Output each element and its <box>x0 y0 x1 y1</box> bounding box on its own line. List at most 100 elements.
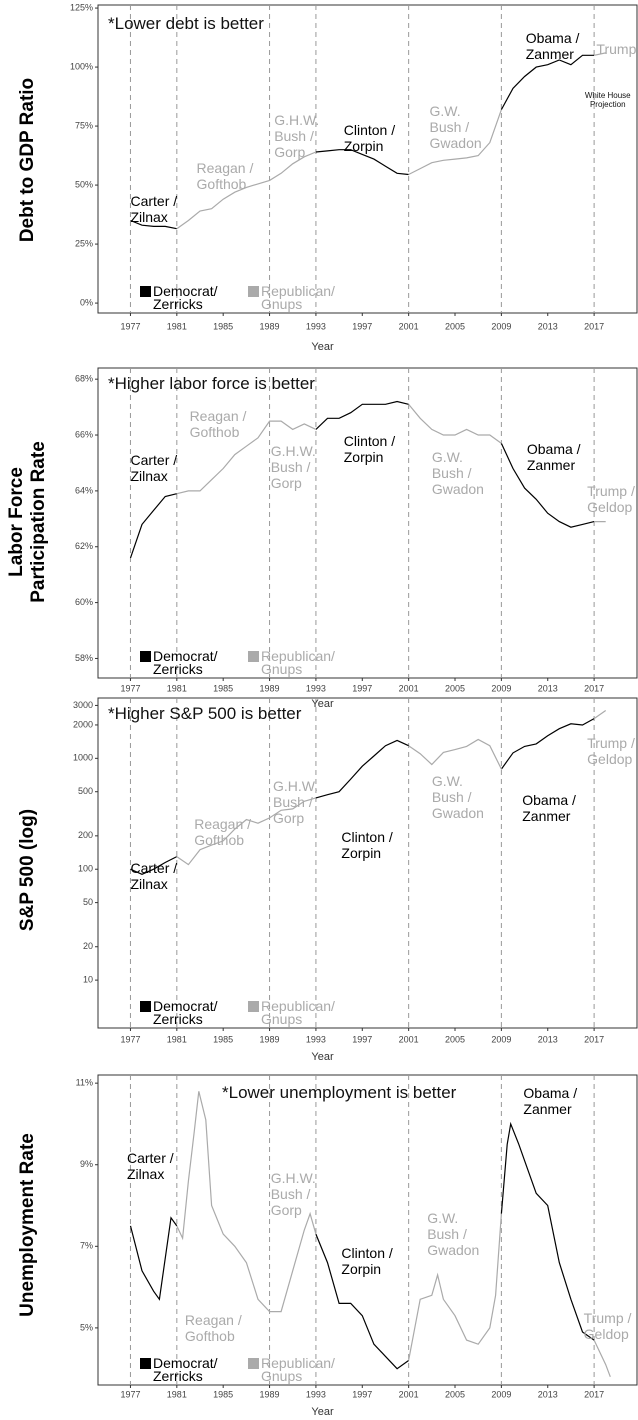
x-tick-label: 1985 <box>213 1034 233 1044</box>
y-tick-label: 7% <box>80 1241 93 1251</box>
plot-frame <box>97 367 638 679</box>
x-tick-label: 2009 <box>491 321 511 331</box>
x-tick-label: 2009 <box>491 1389 511 1399</box>
y-tick-label: 66% <box>75 429 93 439</box>
x-tick-label: 2005 <box>445 683 465 693</box>
legend-label: Democrat/ Zerricks <box>153 648 218 677</box>
x-tick-label: 2017 <box>584 1389 604 1399</box>
x-tick-label: 1977 <box>120 1034 140 1044</box>
plot-frame <box>97 4 638 314</box>
series-line <box>176 52 606 230</box>
legend-label: Republican/ Gnups <box>261 283 335 312</box>
president-label: G.W. Bush / Gwadon <box>431 772 484 821</box>
president-label: Clinton / Zorpin <box>341 829 393 862</box>
president-label: Trump <box>596 41 637 58</box>
legend-swatch <box>140 1001 151 1012</box>
y-tick-label: 11% <box>76 1078 93 1088</box>
x-tick-label: 1997 <box>352 683 372 693</box>
legend-label: Republican/ Gnups <box>261 648 335 677</box>
plot-frame <box>97 1074 638 1386</box>
x-tick-label: 1981 <box>167 1389 187 1399</box>
x-tick-label: 1977 <box>120 683 140 693</box>
note: White House Projection <box>584 90 631 109</box>
x-tick-label: 1989 <box>260 683 280 693</box>
x-tick-label: 2013 <box>538 683 558 693</box>
legend-swatch <box>248 1001 259 1012</box>
x-tick-label: 2009 <box>491 683 511 693</box>
y-tick-label: 1000 <box>73 753 93 763</box>
y-tick-label: 20 <box>83 941 93 951</box>
y-tick-label: 200 <box>78 830 93 840</box>
legend-swatch <box>140 1358 151 1369</box>
legend-swatch <box>140 286 151 297</box>
x-tick-label: 1993 <box>306 321 326 331</box>
x-tick-label: 1981 <box>167 683 187 693</box>
legend-label: Democrat/ Zerricks <box>153 998 218 1027</box>
x-tick-label: 1997 <box>352 321 372 331</box>
x-axis-title: Year <box>311 1051 334 1063</box>
x-tick-label: 2013 <box>538 1034 558 1044</box>
series-line <box>129 400 595 559</box>
y-axis-title: Labor Force Participation Rate <box>6 441 49 603</box>
subtitle: *Higher labor force is better <box>108 374 315 393</box>
series-line <box>130 54 595 230</box>
president-label: Reagan / Gofthob <box>196 160 254 193</box>
y-axis-title: S&P 500 (log) <box>17 808 38 932</box>
y-tick-label: 50% <box>75 179 93 189</box>
y-tick-label: 100% <box>70 61 93 71</box>
president-label: G.W. Bush / Gwadon <box>431 448 484 497</box>
president-label: G.H.W. Bush / Gorp <box>274 111 320 160</box>
legend-swatch <box>248 286 259 297</box>
president-label: Obama / Zanmer <box>525 30 580 63</box>
subtitle: *Lower debt is better <box>108 14 264 33</box>
president-label: Obama / Zanmer <box>522 791 576 824</box>
x-axis-title: Year <box>311 698 334 710</box>
y-axis-title: Unemployment Rate <box>17 1133 38 1317</box>
president-label: G.H.W. Bush / Gorp <box>270 1170 316 1219</box>
series-line <box>176 1091 611 1378</box>
x-tick-label: 1985 <box>213 321 233 331</box>
president-label: Obama / Zanmer <box>526 440 581 473</box>
x-tick-label: 1981 <box>167 321 187 331</box>
x-tick-label: 2005 <box>445 1034 465 1044</box>
x-tick-label: 2001 <box>399 1034 419 1044</box>
legend-label: Republican/ Gnups <box>261 1355 335 1384</box>
x-tick-label: 1977 <box>120 321 140 331</box>
president-label: G.H.W. Bush / Gorp <box>270 443 316 492</box>
series-line <box>129 1121 595 1370</box>
y-tick-label: 75% <box>75 120 93 130</box>
x-tick-label: 2001 <box>399 1389 419 1399</box>
legend-swatch <box>248 651 259 662</box>
x-tick-label: 2005 <box>445 321 465 331</box>
x-axis-title: Year <box>311 1406 334 1418</box>
x-tick-label: 2017 <box>584 1034 604 1044</box>
x-tick-label: 1997 <box>352 1034 372 1044</box>
x-tick-label: 1985 <box>213 683 233 693</box>
x-tick-label: 1993 <box>306 683 326 693</box>
x-tick-label: 1989 <box>260 1389 280 1399</box>
x-tick-label: 2017 <box>584 321 604 331</box>
y-tick-label: 60% <box>75 597 93 607</box>
legend-swatch <box>248 1358 259 1369</box>
x-tick-label: 1997 <box>352 1389 372 1399</box>
president-label: Trump / Geldop <box>587 482 635 515</box>
x-tick-label: 1989 <box>260 321 280 331</box>
x-tick-label: 2017 <box>584 683 604 693</box>
legend-label: Republican/ Gnups <box>261 998 335 1027</box>
y-tick-label: 62% <box>75 541 93 551</box>
x-tick-label: 1981 <box>167 1034 187 1044</box>
x-tick-label: 1985 <box>213 1389 233 1399</box>
president-label: Carter / Zilnax <box>130 451 178 484</box>
x-tick-label: 2013 <box>538 1389 558 1399</box>
y-tick-label: 25% <box>75 238 93 248</box>
x-tick-label: 1989 <box>260 1034 280 1044</box>
x-axis-title: Year <box>311 341 334 353</box>
president-label: G.H.W. Bush / Gorp <box>273 778 319 827</box>
y-tick-label: 125% <box>70 2 93 12</box>
series-line <box>176 403 606 523</box>
president-label: Trump / Geldop <box>587 734 635 767</box>
president-label: Reagan / Gofthob <box>184 1311 242 1344</box>
president-label: Carter / Zilnax <box>130 860 178 893</box>
y-tick-label: 100 <box>78 864 93 874</box>
y-tick-label: 9% <box>80 1159 93 1169</box>
